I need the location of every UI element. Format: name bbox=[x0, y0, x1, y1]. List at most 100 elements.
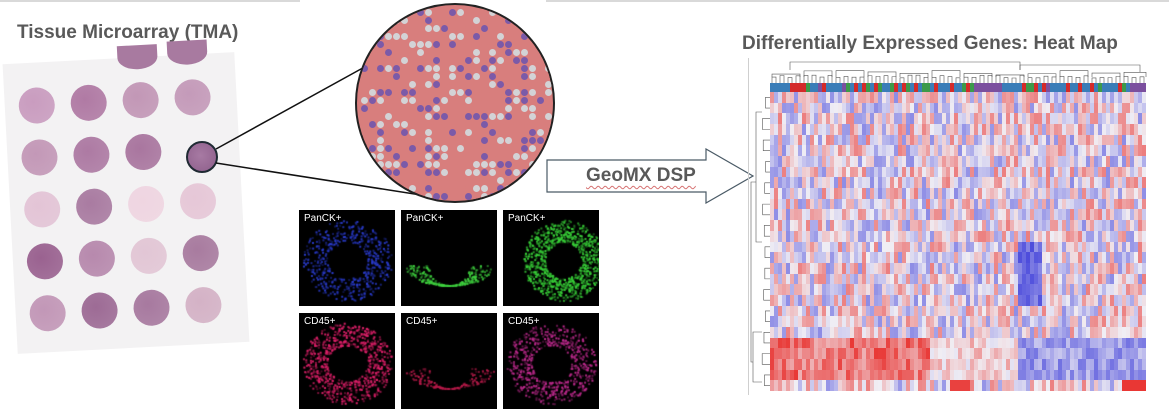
heatmap-cell bbox=[1126, 166, 1130, 178]
heatmap-cell bbox=[794, 326, 798, 338]
tma-core[interactable] bbox=[121, 81, 160, 120]
heatmap-cell bbox=[810, 273, 814, 285]
highlighted-core[interactable] bbox=[186, 141, 218, 173]
tma-core[interactable] bbox=[28, 294, 67, 333]
heatmap-cell bbox=[1098, 220, 1102, 231]
heatmap-cell bbox=[830, 380, 834, 391]
heatmap-cell bbox=[986, 369, 990, 381]
heatmap-cell bbox=[866, 177, 870, 189]
heatmap-cell bbox=[814, 241, 818, 253]
cell-dot bbox=[465, 49, 472, 56]
heatmap-cell bbox=[1106, 177, 1110, 189]
heatmap-cell bbox=[790, 92, 794, 103]
tma-core[interactable] bbox=[124, 133, 163, 171]
tma-core[interactable] bbox=[75, 187, 114, 226]
heatmap-cell bbox=[874, 92, 878, 103]
tma-core[interactable] bbox=[17, 86, 56, 125]
cell-dot bbox=[417, 201, 424, 203]
heatmap-cell bbox=[1102, 230, 1106, 242]
heatmap-cell bbox=[814, 369, 818, 381]
tma-core[interactable] bbox=[80, 291, 119, 330]
heatmap-cell bbox=[998, 326, 1002, 338]
heatmap-cell bbox=[794, 166, 798, 178]
tma-core[interactable] bbox=[129, 236, 168, 275]
heatmap-cell bbox=[786, 113, 790, 125]
heatmap-cell bbox=[1094, 177, 1098, 189]
cell-dot bbox=[385, 89, 392, 96]
heatmap-cell bbox=[946, 156, 950, 167]
heatmap-cell bbox=[950, 305, 954, 317]
heatmap-cell bbox=[1066, 220, 1070, 231]
heatmap-cell bbox=[1034, 92, 1038, 103]
heatmap-cell bbox=[1038, 284, 1042, 295]
heatmap-cell bbox=[850, 305, 854, 317]
tma-core[interactable] bbox=[179, 182, 217, 221]
cell-dot bbox=[521, 9, 528, 16]
cell-dot bbox=[497, 97, 504, 104]
heatmap-cell bbox=[930, 113, 934, 125]
heatmap-cell bbox=[842, 358, 846, 370]
heatmap-cell bbox=[794, 134, 798, 146]
heatmap-cell bbox=[1090, 198, 1094, 210]
heatmap-cell bbox=[802, 294, 806, 306]
heatmap-cell bbox=[994, 358, 998, 370]
cell-dot bbox=[481, 25, 488, 32]
heatmap-cell bbox=[914, 92, 918, 103]
heatmap-cell bbox=[1030, 294, 1034, 306]
annotation-cell bbox=[874, 83, 878, 92]
heatmap-cell bbox=[1134, 262, 1138, 274]
heatmap-cell bbox=[862, 241, 866, 253]
tma-core[interactable] bbox=[184, 286, 223, 325]
heatmap-cell bbox=[898, 241, 902, 253]
tma-core[interactable] bbox=[132, 288, 171, 327]
heatmap-cell bbox=[1062, 102, 1066, 114]
heatmap-cell bbox=[934, 326, 938, 338]
cell-dot bbox=[361, 97, 368, 104]
heatmap-cell bbox=[1030, 380, 1034, 391]
tma-core[interactable] bbox=[20, 138, 59, 177]
cell-dot bbox=[441, 201, 448, 203]
heatmap-cell bbox=[1062, 145, 1066, 157]
heatmap-cell bbox=[842, 241, 846, 253]
tma-core[interactable] bbox=[77, 239, 116, 278]
heatmap-cell bbox=[850, 124, 854, 135]
heatmap-cell bbox=[782, 177, 786, 189]
heatmap-cell bbox=[1030, 358, 1034, 370]
tma-core[interactable] bbox=[72, 135, 111, 174]
heatmap-cell bbox=[822, 92, 826, 103]
heatmap-cell bbox=[954, 348, 958, 359]
cell-dot bbox=[409, 105, 416, 112]
heatmap-cell bbox=[826, 166, 830, 178]
cell-dot bbox=[361, 17, 368, 24]
heatmap-cell bbox=[1142, 380, 1146, 391]
cell-dot bbox=[377, 81, 384, 88]
tma-core[interactable] bbox=[173, 78, 212, 117]
heatmap-cell bbox=[922, 358, 926, 370]
heatmap-cell bbox=[914, 188, 918, 199]
cell-dot bbox=[545, 17, 552, 24]
annotation-cell bbox=[1090, 83, 1094, 92]
heatmap-cell bbox=[982, 358, 986, 370]
heatmap-cell bbox=[782, 369, 786, 381]
tma-core[interactable] bbox=[23, 190, 62, 229]
heatmap-cell bbox=[1022, 156, 1026, 167]
heatmap-cell bbox=[894, 380, 898, 391]
heatmap-cell bbox=[1058, 177, 1062, 189]
cell-dot bbox=[505, 201, 512, 203]
heatmap-cell bbox=[1054, 220, 1058, 231]
heatmap-cell bbox=[902, 358, 906, 370]
heatmap-cell bbox=[882, 369, 886, 381]
heatmap-cell bbox=[826, 380, 830, 391]
tma-core[interactable] bbox=[26, 242, 64, 281]
tma-core[interactable] bbox=[127, 185, 165, 223]
tma-core[interactable] bbox=[69, 83, 108, 122]
cell-dot bbox=[401, 17, 408, 24]
heatmap-cell bbox=[802, 284, 806, 295]
heatmap-cell bbox=[838, 273, 842, 285]
heatmap-cell bbox=[858, 209, 862, 221]
tma-core[interactable] bbox=[181, 234, 220, 273]
heatmap-cell bbox=[1090, 113, 1094, 125]
heatmap-cell bbox=[854, 294, 858, 306]
heatmap-cell bbox=[1138, 273, 1142, 285]
heatmap-cell bbox=[906, 177, 910, 189]
